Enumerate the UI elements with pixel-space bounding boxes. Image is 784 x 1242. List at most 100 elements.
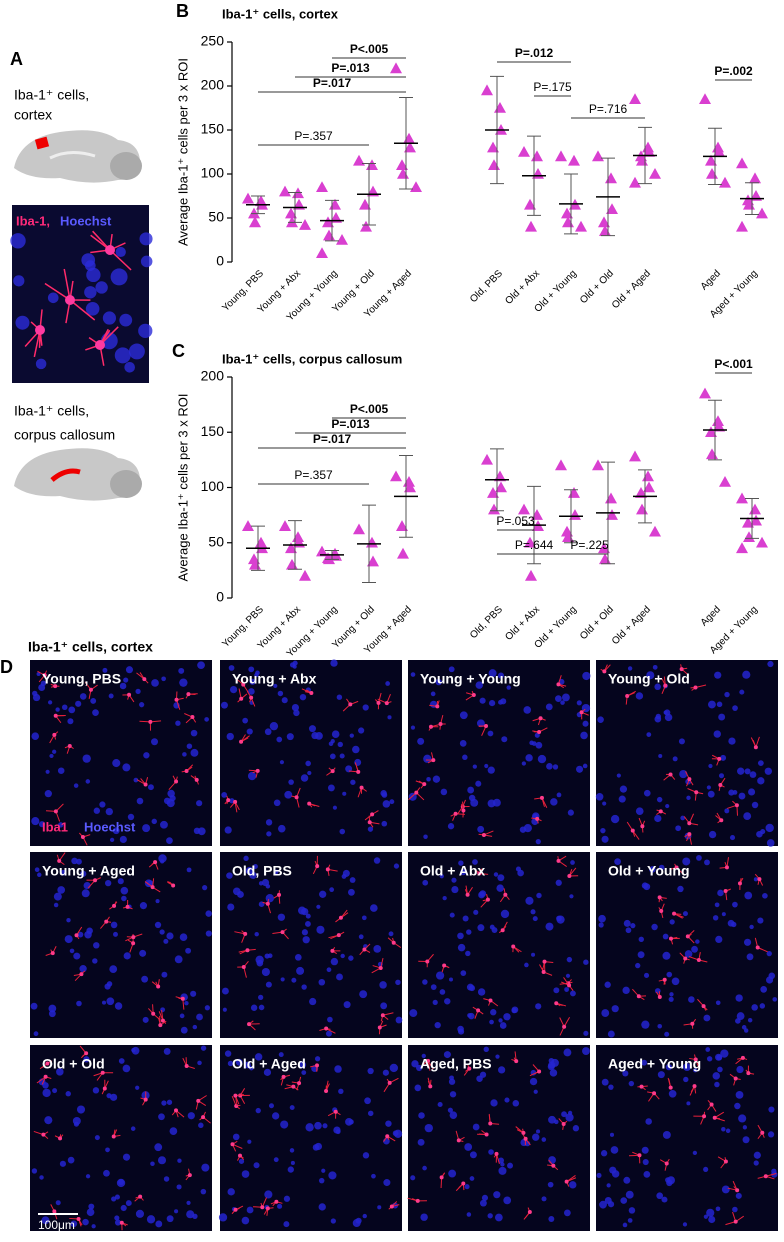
nucleus xyxy=(666,1179,673,1187)
microglia xyxy=(45,1061,50,1066)
nucleus xyxy=(679,769,688,779)
nucleus xyxy=(92,709,99,716)
nucleus xyxy=(113,931,118,937)
nucleus xyxy=(348,955,354,961)
nucleus xyxy=(683,1076,689,1083)
nucleus xyxy=(124,362,135,373)
nucleus xyxy=(248,688,255,695)
nucleus xyxy=(65,1091,71,1097)
nucleus xyxy=(163,1176,170,1182)
nucleus xyxy=(511,1006,519,1014)
data-point xyxy=(629,450,641,462)
nucleus xyxy=(291,977,297,983)
nucleus xyxy=(498,1018,503,1023)
nucleus xyxy=(727,919,735,927)
nucleus xyxy=(377,1205,382,1210)
nucleus xyxy=(732,705,738,711)
nucleus xyxy=(665,803,670,809)
microglia xyxy=(692,1084,697,1089)
nucleus xyxy=(440,788,448,796)
nucleus xyxy=(498,1166,507,1175)
microglia xyxy=(567,983,572,988)
microglia xyxy=(551,1163,556,1168)
nucleus xyxy=(732,1206,738,1213)
microglia xyxy=(637,1153,642,1158)
nucleus xyxy=(481,1194,489,1201)
nucleus xyxy=(354,758,362,766)
microglia xyxy=(733,1219,738,1224)
nucleus xyxy=(597,716,604,723)
microglia xyxy=(428,1084,433,1089)
nucleus xyxy=(45,769,50,774)
data-point xyxy=(629,93,641,104)
microglia xyxy=(265,901,270,906)
nucleus xyxy=(277,824,286,833)
nucleus xyxy=(301,1070,307,1075)
nucleus xyxy=(119,835,127,844)
data-point xyxy=(643,481,655,493)
nucleus xyxy=(139,949,147,957)
nucleus xyxy=(566,956,573,963)
image-label: Aged, PBS xyxy=(420,1056,492,1072)
nucleus xyxy=(202,885,208,891)
nucleus xyxy=(114,347,131,364)
nucleus xyxy=(273,799,281,807)
microglia xyxy=(537,1069,542,1074)
nucleus xyxy=(85,779,91,784)
nucleus xyxy=(563,1048,572,1057)
p-value: P=.013 xyxy=(331,61,370,75)
data-point xyxy=(323,553,335,565)
nucleus xyxy=(469,1176,475,1181)
microglia xyxy=(79,972,84,977)
nucleus xyxy=(534,732,540,738)
nucleus xyxy=(472,859,478,865)
nucleus xyxy=(487,1213,493,1219)
microglia xyxy=(488,1121,493,1126)
nucleus xyxy=(159,929,165,935)
microglia xyxy=(734,803,739,808)
nucleus xyxy=(408,792,417,801)
microglia xyxy=(348,702,353,707)
nucleus xyxy=(83,1056,90,1063)
nucleus xyxy=(102,667,108,673)
nucleus xyxy=(596,1172,602,1178)
nucleus xyxy=(40,680,47,687)
nucleus xyxy=(67,1156,75,1164)
nucleus xyxy=(337,741,343,748)
p-value: P=.357 xyxy=(294,468,333,482)
nucleus xyxy=(497,1066,506,1074)
data-point xyxy=(285,542,297,554)
data-point xyxy=(481,453,493,465)
nucleus xyxy=(466,983,474,991)
nucleus xyxy=(197,1060,202,1066)
y-axis-label: Average Iba-1⁺ cells per 3 x ROI xyxy=(175,394,190,582)
nucleus xyxy=(708,1216,716,1224)
p-value: P=.357 xyxy=(294,129,333,143)
nucleus xyxy=(523,824,532,833)
microglia xyxy=(494,1151,499,1156)
nucleus xyxy=(656,796,663,803)
nucleus xyxy=(623,1176,631,1184)
nucleus xyxy=(196,1013,203,1021)
microglia xyxy=(249,695,254,700)
y-tick-label: 100 xyxy=(201,478,225,494)
nucleus xyxy=(307,770,312,776)
data-point xyxy=(736,492,748,504)
microglia xyxy=(755,945,760,950)
microglia xyxy=(280,930,285,935)
nucleus xyxy=(545,922,554,931)
data-point xyxy=(706,168,718,179)
nucleus xyxy=(296,966,305,975)
nucleus xyxy=(738,1114,747,1123)
microglia xyxy=(377,1025,382,1030)
nucleus xyxy=(708,830,717,839)
nucleus xyxy=(112,759,121,768)
nucleus xyxy=(342,869,350,877)
nucleus xyxy=(395,979,401,986)
nucleus xyxy=(708,700,716,709)
nucleus xyxy=(649,866,656,873)
data-point xyxy=(279,520,291,531)
microglia xyxy=(174,779,179,784)
nucleus xyxy=(582,763,588,769)
nucleus xyxy=(38,821,46,828)
